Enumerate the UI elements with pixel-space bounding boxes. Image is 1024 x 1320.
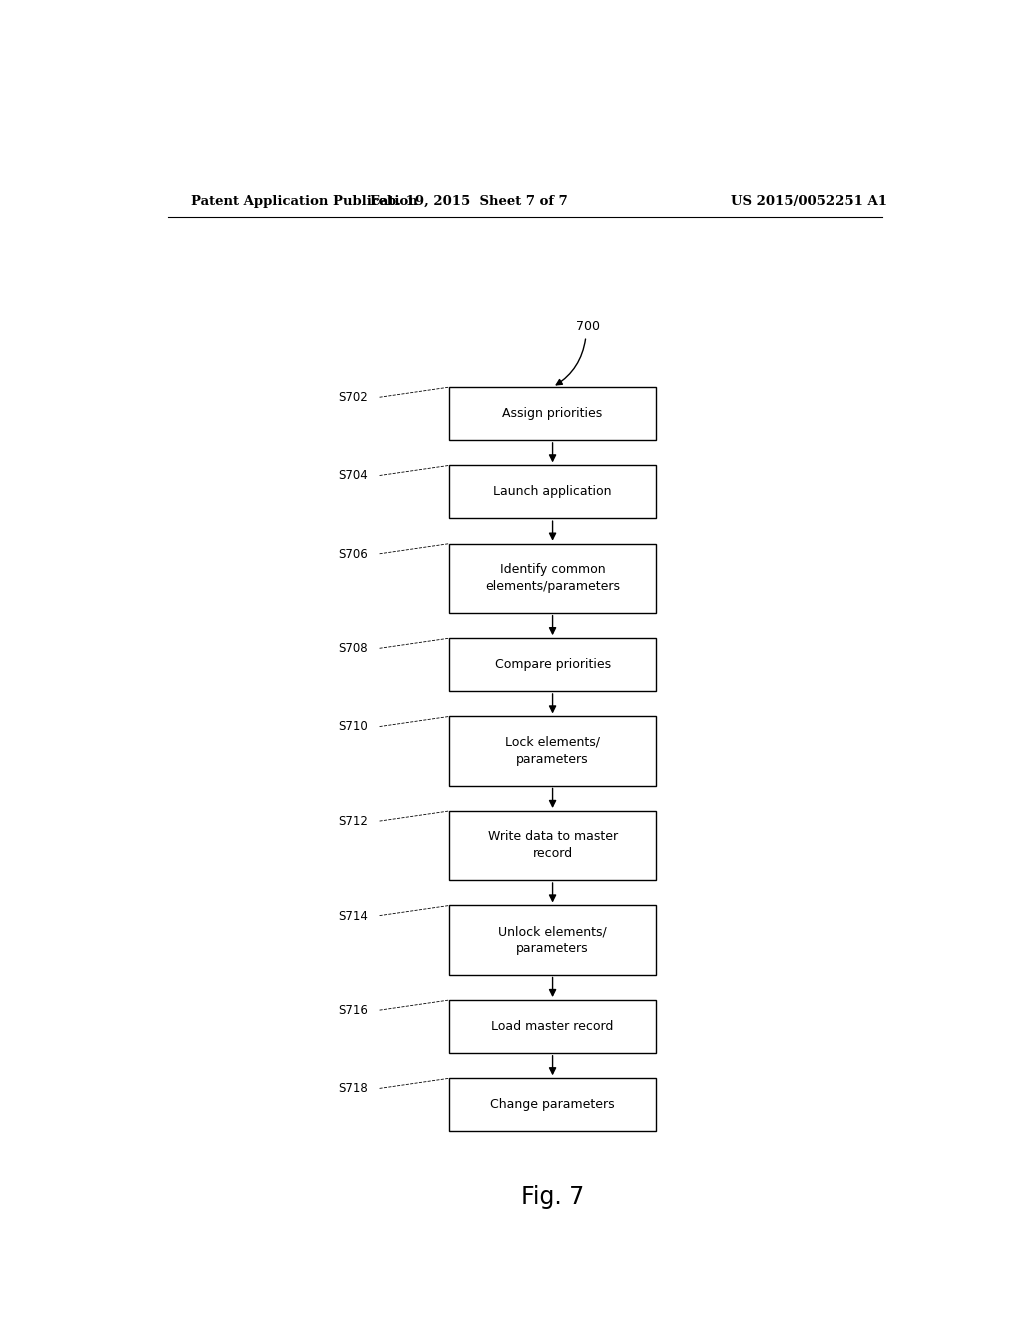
Text: S718: S718: [338, 1082, 368, 1096]
Bar: [450, 1078, 655, 1131]
Text: S704: S704: [338, 470, 368, 482]
Text: S702: S702: [338, 391, 368, 404]
Bar: [450, 810, 655, 880]
Text: Feb. 19, 2015  Sheet 7 of 7: Feb. 19, 2015 Sheet 7 of 7: [371, 194, 568, 207]
Bar: [450, 466, 655, 519]
Bar: [450, 1001, 655, 1053]
Text: S706: S706: [338, 548, 368, 561]
Text: Identify common
elements/parameters: Identify common elements/parameters: [485, 564, 621, 593]
Text: 700: 700: [577, 321, 600, 333]
Text: US 2015/0052251 A1: US 2015/0052251 A1: [731, 194, 887, 207]
Text: S714: S714: [338, 909, 369, 923]
Text: Write data to master
record: Write data to master record: [487, 830, 617, 861]
Bar: [450, 717, 655, 785]
Bar: [450, 544, 655, 612]
Text: Patent Application Publication: Patent Application Publication: [191, 194, 418, 207]
Text: Change parameters: Change parameters: [490, 1098, 614, 1111]
Text: Assign priorities: Assign priorities: [503, 407, 603, 420]
Bar: [450, 387, 655, 440]
Text: Lock elements/
parameters: Lock elements/ parameters: [505, 737, 600, 766]
Text: S708: S708: [338, 643, 368, 655]
Bar: [450, 906, 655, 974]
Text: S716: S716: [338, 1005, 369, 1016]
Text: Unlock elements/
parameters: Unlock elements/ parameters: [499, 925, 607, 954]
Text: Launch application: Launch application: [494, 486, 611, 498]
Text: S710: S710: [338, 721, 368, 734]
Text: Fig. 7: Fig. 7: [521, 1185, 585, 1209]
Bar: [450, 638, 655, 690]
Text: Load master record: Load master record: [492, 1020, 613, 1034]
Text: Compare priorities: Compare priorities: [495, 659, 610, 671]
Text: S712: S712: [338, 814, 369, 828]
